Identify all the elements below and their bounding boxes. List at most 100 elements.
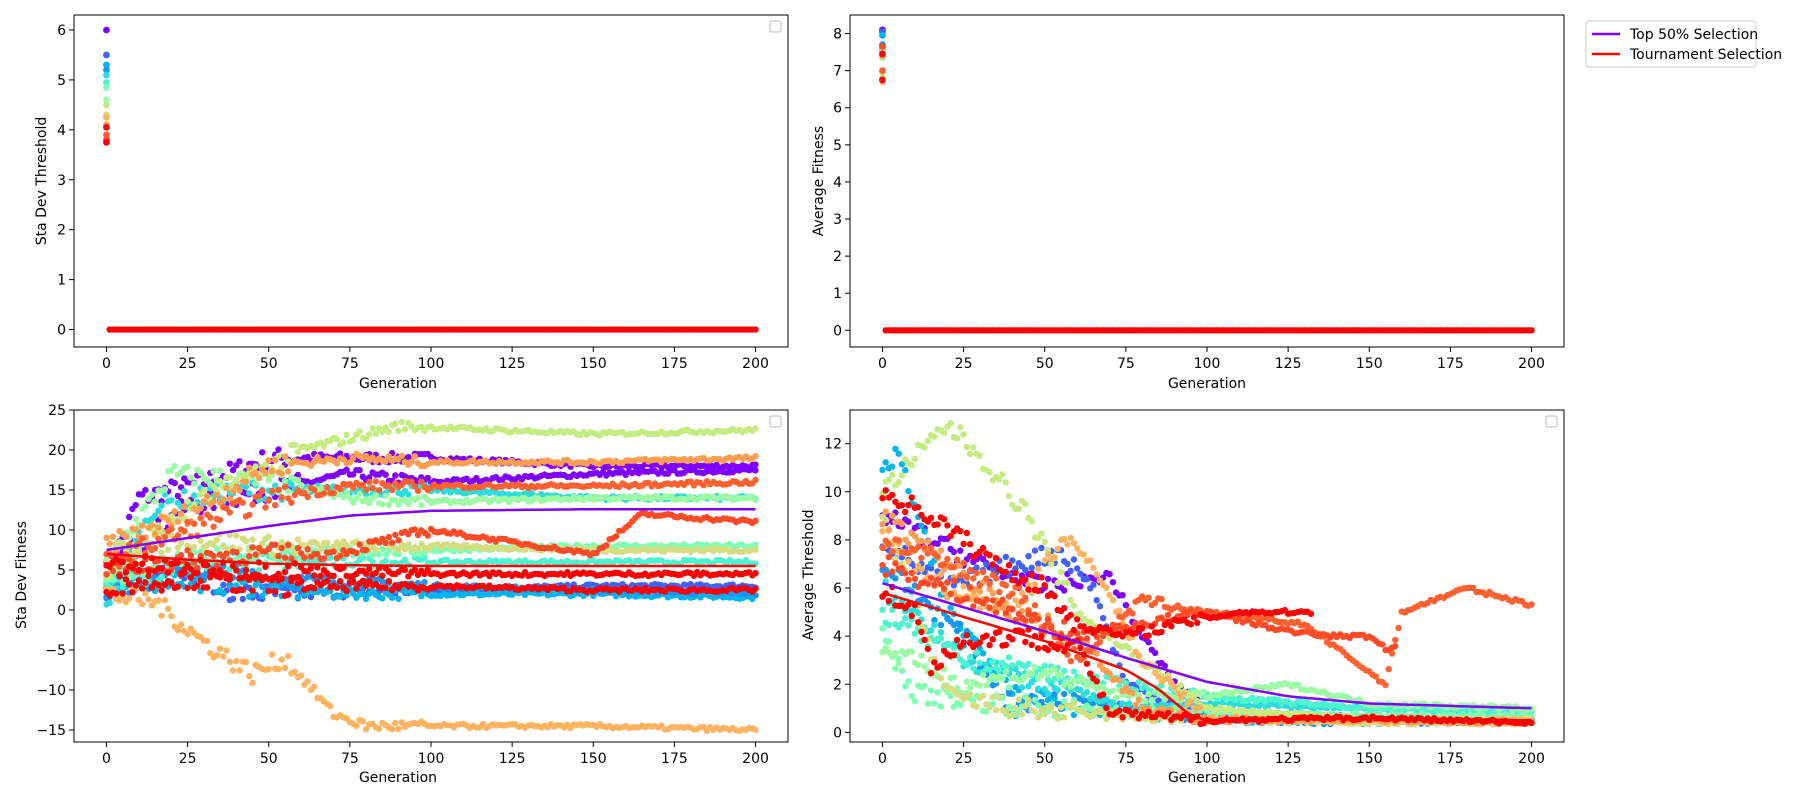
data-point	[1054, 686, 1061, 694]
data-point	[184, 630, 191, 638]
y-tick-label: 5	[57, 563, 66, 579]
data-point	[950, 548, 958, 556]
data-point	[752, 453, 759, 460]
data-point	[418, 478, 425, 485]
data-point	[268, 487, 276, 495]
data-point	[278, 582, 285, 589]
data-point	[106, 540, 113, 547]
data-point	[249, 679, 256, 687]
data-point	[190, 492, 198, 499]
gen0-point	[103, 61, 110, 69]
x-tick-label: 25	[955, 356, 973, 372]
data-point	[366, 565, 373, 573]
data-point	[171, 479, 178, 487]
data-point	[395, 725, 402, 733]
data-point	[155, 507, 162, 514]
data-point	[148, 491, 156, 498]
data-point	[979, 650, 987, 657]
gen0-point	[103, 66, 110, 74]
data-point	[239, 499, 246, 506]
data-point	[139, 522, 146, 529]
y-tick-label: 5	[833, 138, 842, 154]
data-point	[1038, 544, 1045, 552]
data-point	[349, 436, 357, 444]
data-point	[103, 571, 110, 578]
data-point	[950, 621, 958, 628]
gen0-point	[103, 138, 110, 146]
data-point	[1018, 684, 1026, 691]
data-point	[1064, 560, 1071, 567]
data-point	[285, 468, 292, 475]
top-left-xlabel: Generation	[359, 376, 437, 392]
data-point	[145, 572, 152, 580]
data-point	[752, 569, 759, 577]
data-point	[158, 573, 165, 581]
x-tick-label: 75	[341, 751, 359, 767]
x-tick-label: 100	[418, 751, 445, 767]
data-point	[184, 498, 191, 505]
data-point	[187, 552, 194, 559]
data-point	[317, 572, 324, 579]
bottom-left-xlabel: Generation	[359, 770, 437, 786]
bottom-left-ylabel: Sta Dev Fitness	[14, 521, 30, 629]
data-point	[203, 492, 211, 500]
data-point	[414, 494, 422, 502]
data-point	[395, 537, 402, 544]
data-point	[187, 565, 194, 573]
data-point	[174, 583, 182, 590]
data-point	[177, 621, 185, 628]
gen0-point	[103, 131, 110, 139]
gen0-point	[103, 51, 110, 59]
data-point	[139, 600, 146, 608]
data-point	[382, 557, 389, 565]
bottom-left-empty-legend-box	[769, 415, 782, 428]
data-point	[220, 590, 227, 597]
data-point	[177, 552, 185, 559]
data-point	[356, 428, 363, 435]
data-point	[294, 536, 302, 543]
data-point	[106, 599, 113, 606]
data-point	[379, 501, 386, 508]
gen0-point	[103, 78, 110, 86]
data-point	[281, 554, 289, 561]
data-point	[359, 718, 366, 725]
data-point	[190, 543, 198, 551]
data-point	[1025, 553, 1032, 560]
data-point	[369, 425, 376, 432]
data-point	[216, 516, 224, 524]
data-point	[353, 549, 360, 557]
gen0-point	[103, 101, 110, 109]
data-point	[216, 467, 224, 474]
y-tick-label: 0	[57, 323, 66, 339]
data-point	[336, 552, 344, 560]
data-point	[418, 501, 425, 509]
data-point	[311, 572, 318, 579]
data-point	[236, 487, 243, 494]
data-point	[229, 466, 237, 474]
data-point	[265, 457, 272, 464]
data-point	[330, 490, 337, 497]
data-point	[278, 494, 285, 501]
data-point	[320, 490, 328, 497]
data-point	[272, 502, 279, 509]
x-tick-label: 75	[1117, 356, 1135, 372]
data-point	[298, 672, 305, 679]
data-point	[233, 657, 240, 665]
data-point	[285, 652, 292, 660]
data-point	[190, 520, 198, 527]
gen0-point	[103, 26, 110, 34]
data-point	[161, 596, 169, 604]
y-tick-label: 10	[48, 523, 66, 539]
data-point	[139, 491, 146, 498]
data-point	[122, 569, 130, 576]
data-point	[197, 505, 204, 512]
gen0-point	[103, 113, 110, 121]
data-point	[382, 471, 389, 478]
data-point	[294, 593, 302, 601]
data-point	[119, 558, 126, 566]
data-point	[139, 585, 146, 592]
data-point	[103, 534, 110, 541]
data-point	[171, 508, 178, 515]
data-point	[398, 418, 405, 426]
data-point	[113, 590, 120, 597]
